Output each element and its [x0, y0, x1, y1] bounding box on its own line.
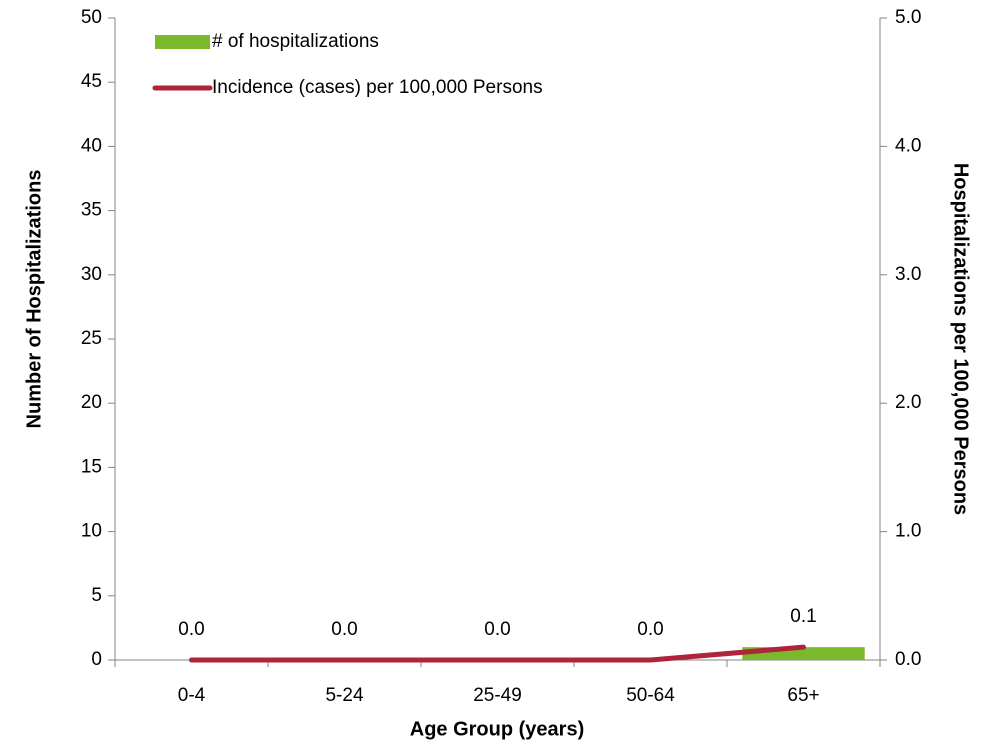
data-label: 0.0 [178, 619, 204, 640]
data-label: 0.0 [331, 619, 357, 640]
y2-tick-label: 1.0 [895, 521, 921, 542]
y-tick-label: 0 [91, 649, 102, 670]
data-label: 0.0 [484, 619, 510, 640]
x-tick-label: 50-64 [626, 685, 675, 706]
data-label: 0.1 [790, 606, 816, 627]
y-tick-label: 45 [81, 71, 102, 92]
legend-label: Incidence (cases) per 100,000 Persons [212, 77, 543, 98]
x-axis-title: Age Group (years) [410, 718, 584, 740]
y2-tick-label: 3.0 [895, 264, 921, 285]
y2-tick-label: 4.0 [895, 135, 921, 156]
x-tick-label: 5-24 [325, 685, 363, 706]
y2-tick-label: 0.0 [895, 649, 921, 670]
y-tick-label: 30 [81, 264, 102, 285]
line-series [189, 644, 806, 663]
y-tick-label: 40 [81, 135, 102, 156]
y-axis-title: Number of Hospitalizations [23, 170, 45, 429]
y-tick-label: 5 [91, 585, 102, 606]
legend-label: # of hospitalizations [212, 31, 379, 52]
y-tick-label: 25 [81, 328, 102, 349]
x-tick-label: 25-49 [473, 685, 522, 706]
y-tick-label: 20 [81, 392, 102, 413]
y2-axis-title: Hospitalizations per 100,000 Persons [950, 163, 972, 515]
y-tick-label: 15 [81, 456, 102, 477]
legend-swatch [155, 35, 210, 49]
y2-tick-label: 5.0 [895, 7, 921, 28]
x-tick-label: 0-4 [178, 685, 206, 706]
data-label: 0.0 [637, 619, 663, 640]
x-tick-label: 65+ [787, 685, 819, 706]
y-tick-label: 35 [81, 200, 102, 221]
y-tick-label: 50 [81, 7, 102, 28]
y-tick-label: 10 [81, 521, 102, 542]
y2-tick-label: 2.0 [895, 392, 921, 413]
